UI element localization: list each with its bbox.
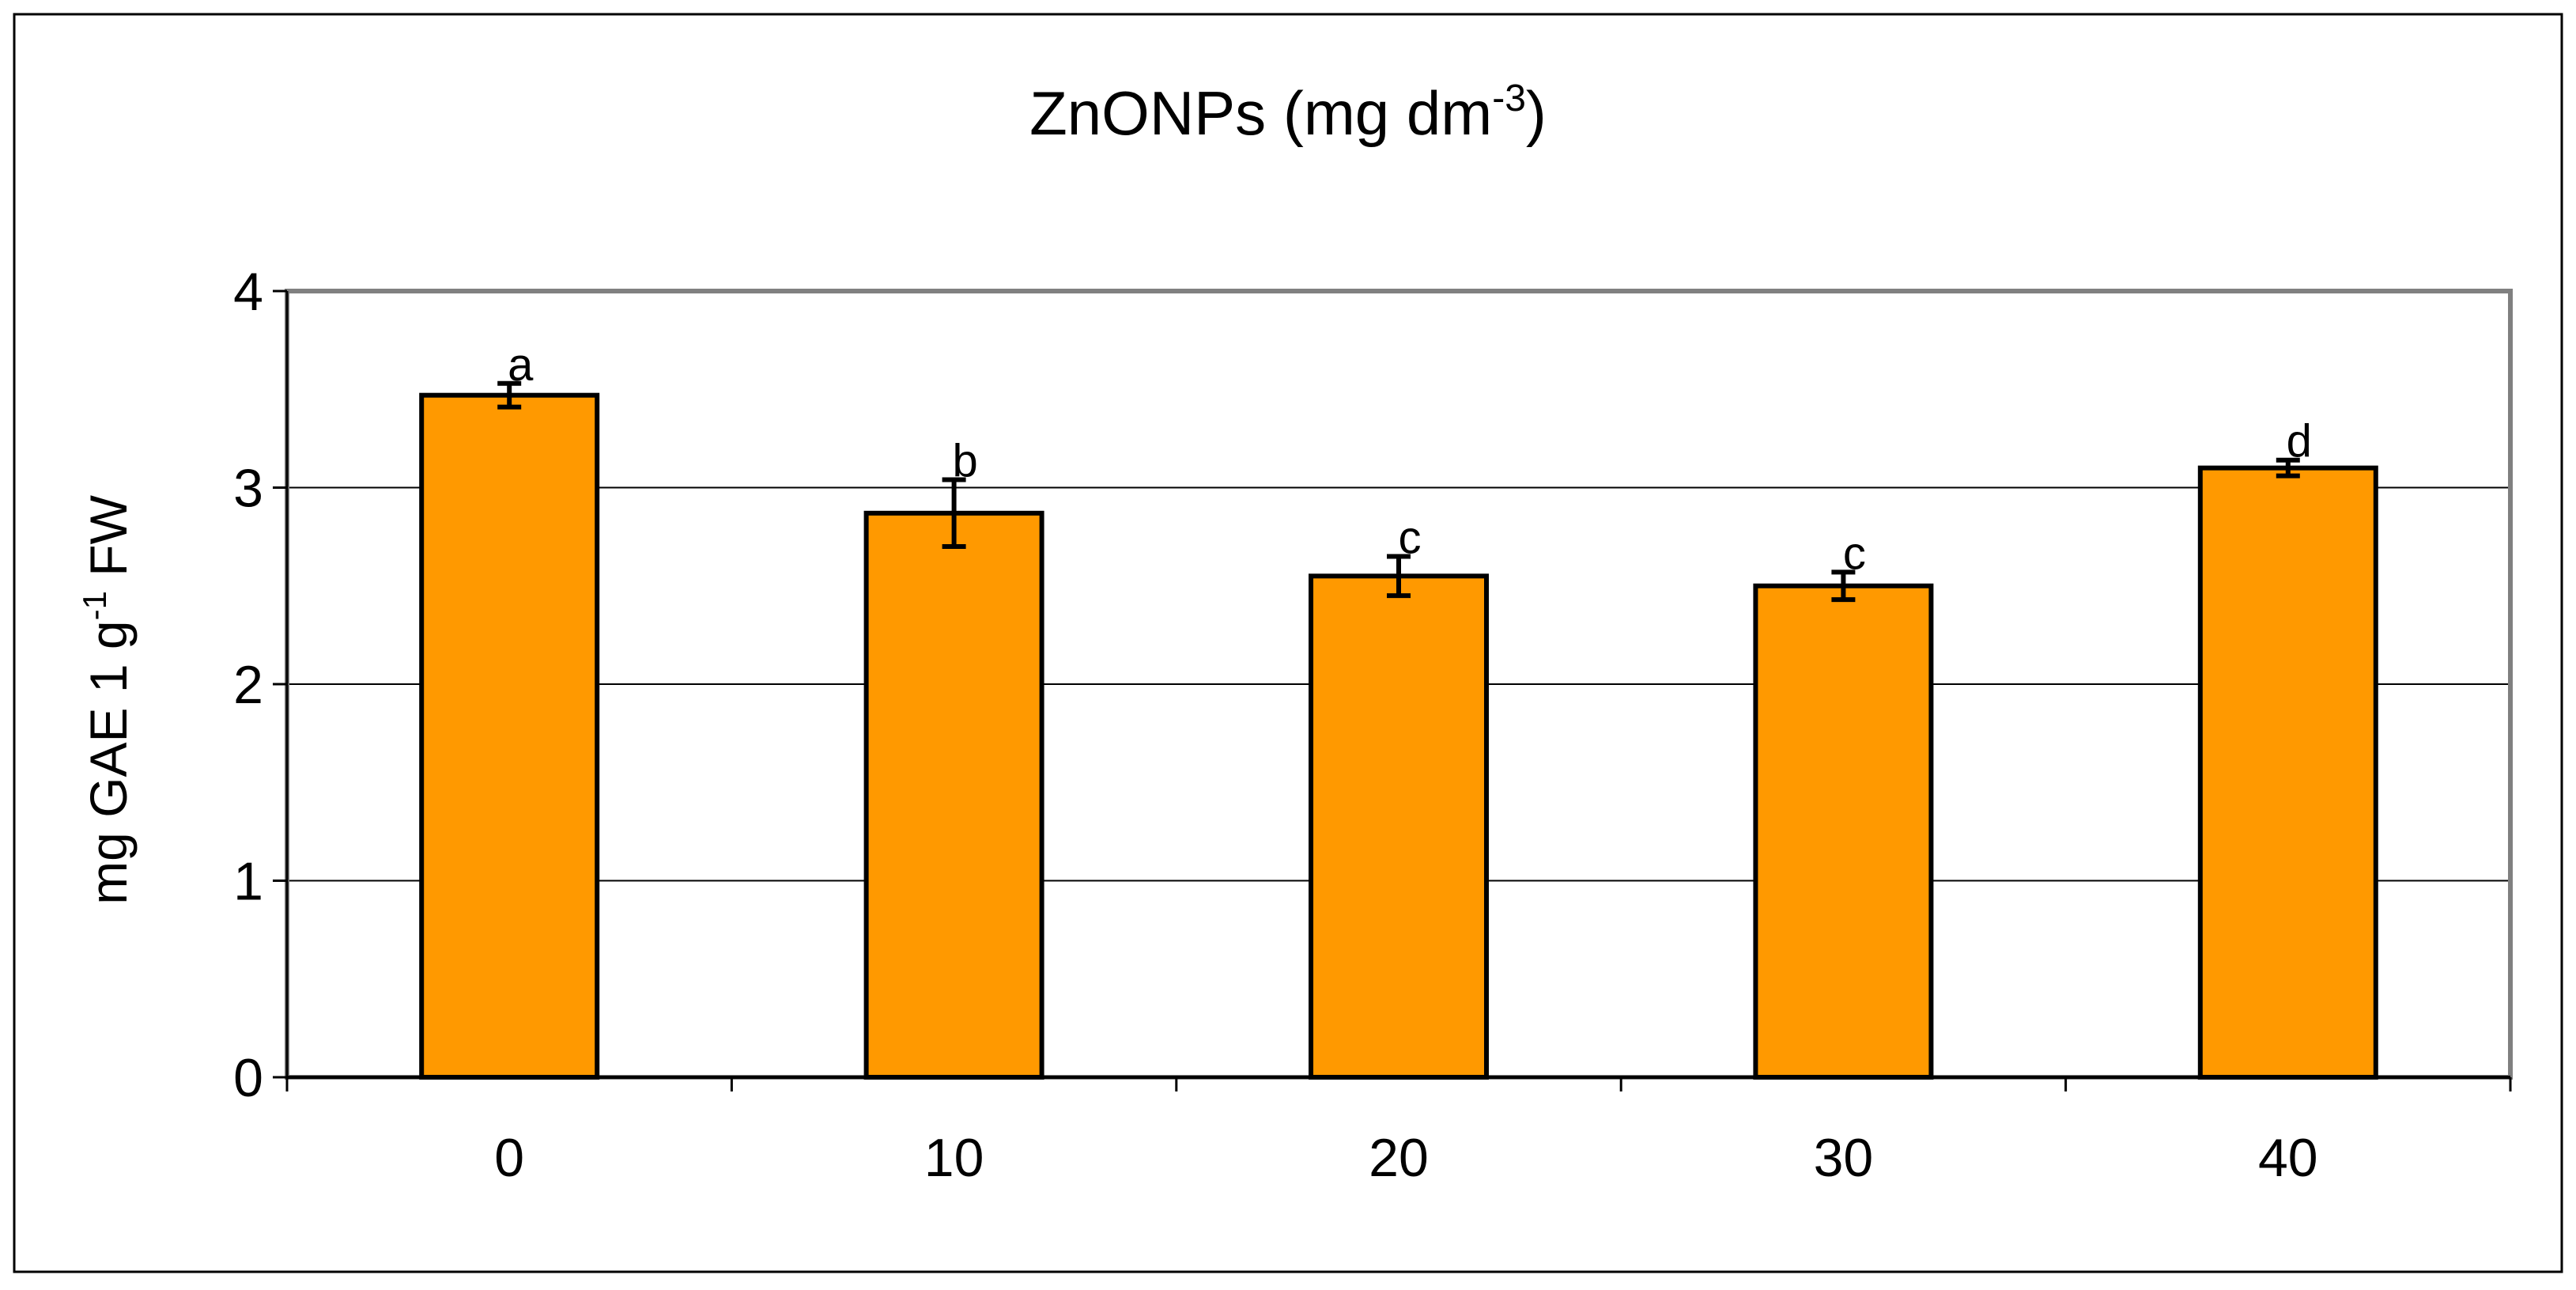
y-axis-label-main: mg GAE 1 g [79,620,138,905]
bar-0 [419,392,600,1080]
x-tick-label: 20 [1369,1128,1429,1188]
significance-letter: c [1843,528,1866,579]
significance-letter: c [1399,512,1422,563]
axes [273,289,2512,1091]
chart-title-main: ZnONPs (mg dm [1029,78,1492,148]
x-tick-label: 0 [494,1128,524,1188]
chart-title: ZnONPs (mg dm-3) [1029,78,1547,148]
x-tick-label: 10 [924,1128,984,1188]
y-axis-label: mg GAE 1 g-1 FW [76,494,138,905]
bar-30 [1753,583,1934,1080]
bar-10 [863,510,1044,1080]
y-axis-label-end: FW [79,494,138,591]
y-tick-label: 2 [233,655,263,715]
x-tick-label: 30 [1814,1128,1874,1188]
chart-title-end: ) [1526,78,1547,148]
y-axis-label-superscript: -1 [76,591,113,620]
y-tick-label: 1 [233,852,263,912]
chart-title-superscript: -3 [1492,78,1526,119]
chart-border [13,13,2563,1273]
y-tick-label: 4 [233,262,263,322]
significance-letter: d [2287,416,2312,467]
y-tick-label: 3 [233,459,263,519]
tick-labels: 0 1 2 3 4 a 0 b 10 c 20 c 30 d 40 [233,262,2317,1188]
y-tick-label: 0 [233,1048,263,1108]
significance-letter: b [952,436,977,487]
bars [419,380,2378,1080]
x-tick-label: 40 [2258,1128,2318,1188]
significance-letter: a [508,339,534,391]
bar-40 [2197,465,2378,1080]
bar-20 [1309,573,1489,1080]
